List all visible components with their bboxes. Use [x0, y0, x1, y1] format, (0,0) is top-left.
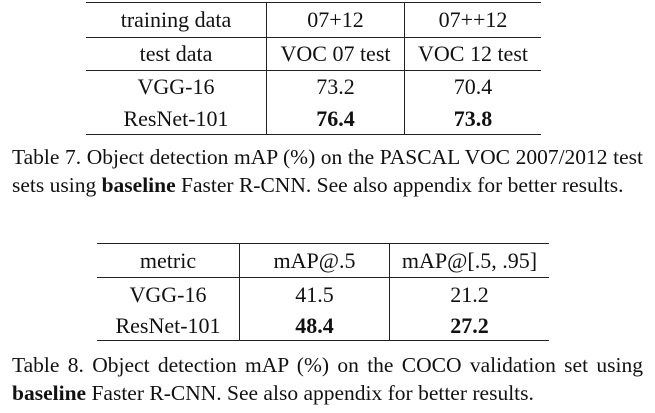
model-name: ResNet-101 [97, 311, 240, 341]
caption-text: Faster R-CNN. See also appendix for bett… [175, 173, 624, 197]
table-8-header-row: metric mAP@.5 mAP@[.5, .95] [97, 243, 549, 278]
table-7-header-row: training data 07+12 07++12 [86, 2, 541, 38]
table-7-caption: Table 7. Object detection mAP (%) on the… [12, 143, 643, 199]
model-name: VGG-16 [97, 277, 240, 311]
value-cell: 21.2 [450, 281, 489, 307]
header-cell: metric [97, 243, 240, 278]
caption-text: Table 8. Object detection mAP (%) on the… [12, 353, 643, 377]
header-cell: training data [86, 2, 267, 38]
header-cell: VOC 12 test [404, 37, 541, 71]
table-8-caption: Table 8. Object detection mAP (%) on the… [12, 351, 643, 407]
table-row: VGG-16 41.5 21.2 [97, 277, 549, 311]
table-row: ResNet-101 76.4 73.8 [86, 103, 541, 135]
table-7: training data 07+12 07++12 test data VOC… [86, 2, 541, 135]
header-cell: mAP@.5 [239, 243, 390, 278]
header-cell: test data [86, 37, 267, 71]
header-cell: VOC 07 test [266, 37, 405, 71]
model-name: VGG-16 [86, 70, 267, 103]
table-7-header-row: test data VOC 07 test VOC 12 test [86, 37, 541, 71]
table-row: VGG-16 73.2 70.4 [86, 70, 541, 103]
value-cell: 73.2 [266, 70, 405, 103]
caption-text: Table 7. Object detection mAP (%) on the… [12, 145, 643, 197]
header-cell: mAP@[.5, .95] [389, 243, 549, 278]
value-cell-best: 76.4 [266, 103, 405, 135]
value-cell-best: 48.4 [239, 311, 390, 341]
value-cell-best: 73.8 [404, 103, 541, 135]
model-name: ResNet-101 [86, 103, 267, 135]
value-cell: 41.5 [239, 277, 390, 311]
header-cell: 07+12 [266, 2, 405, 38]
caption-text: Faster R-CNN. See also appendix for bett… [86, 381, 534, 405]
value-cell: 70.4 [453, 74, 493, 99]
value-cell-best: 27.2 [389, 311, 549, 341]
table-row: ResNet-101 48.4 27.2 [97, 311, 549, 341]
caption-bold-text: baseline [12, 381, 87, 405]
table-8: metric mAP@.5 mAP@[.5, .95] VGG-16 41.5 … [97, 243, 549, 341]
header-cell: 07++12 [404, 2, 541, 38]
caption-bold-text: baseline [101, 173, 176, 197]
